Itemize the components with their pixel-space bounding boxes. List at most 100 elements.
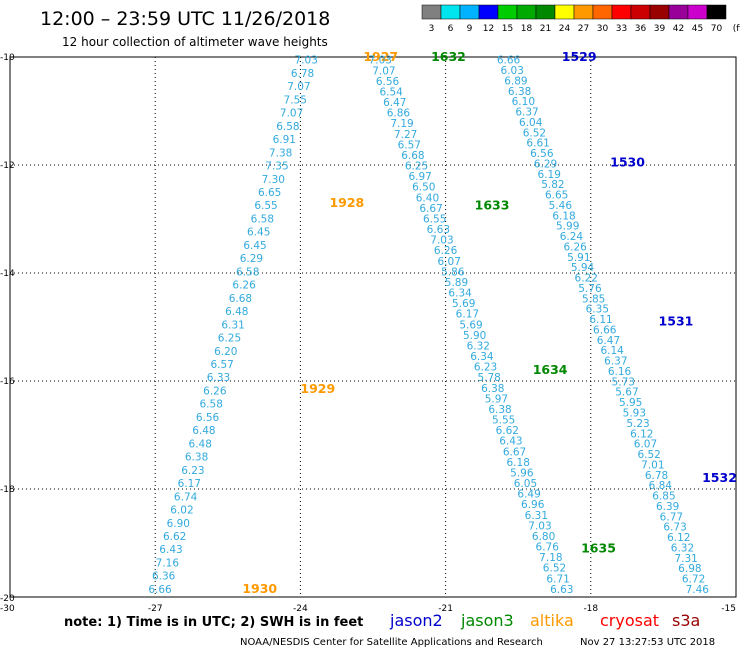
swh-value: 5.90 [463,330,486,342]
swh-value: 6.18 [507,457,530,469]
legend-jason3: jason3 [460,611,514,630]
colorbar-swatch [592,4,613,20]
x-tick-label: -18 [583,604,598,614]
swh-value: 6.32 [467,340,490,352]
swh-value: 6.07 [438,256,461,268]
colorbar-swatch [706,4,727,20]
swh-value: 6.58 [276,121,299,133]
y-tick-label: -12 [0,161,15,171]
swh-value: 7.07 [372,65,395,77]
swh-value: 7.46 [686,584,710,596]
swh-value: 6.80 [532,531,555,543]
colorbar-swatch [497,4,518,20]
swh-value: 5.93 [623,408,646,420]
colorbar-swatch [611,4,632,20]
swh-value: 6.62 [163,531,186,543]
swh-value: 6.48 [192,425,215,437]
swh-value: 6.43 [159,544,182,556]
swh-value: 7.55 [284,94,307,106]
swh-value: 6.17 [456,309,479,321]
pass-time-label: 1529 [562,49,597,64]
colorbar-label: (ft) [733,24,740,34]
swh-value: 6.32 [671,542,694,554]
swh-value: 6.86 [387,108,411,120]
chart-subtitle: 12 hour collection of altimeter wave hei… [62,35,328,49]
swh-value: 7.01 [641,459,664,471]
swh-value: 6.47 [597,335,620,347]
swh-value: 6.68 [401,150,424,162]
swh-value: 6.12 [630,428,653,440]
pass-time-label: 1532 [702,470,737,485]
swh-value: 5.86 [441,266,465,278]
colorbar-swatch [573,4,594,20]
swh-value: 6.33 [207,372,230,384]
y-tick-label: -18 [0,485,15,495]
swh-value: 5.55 [492,415,515,427]
swh-value: 6.38 [488,404,511,416]
swh-value: 7.03 [430,235,453,247]
legend-jason2: jason2 [389,611,443,630]
colorbar-swatch [630,4,651,20]
swh-value: 6.78 [291,68,314,80]
swh-value: 5.76 [578,283,602,295]
swh-value: 6.49 [517,489,540,501]
swh-value: 7.31 [674,553,697,565]
swh-value: 6.57 [398,139,421,151]
swh-value: 6.98 [678,563,701,575]
swh-value: 6.39 [656,501,679,513]
swh-value: 5.94 [571,262,595,274]
swh-value: 5.78 [477,372,500,384]
altimeter-passes: 7.036.787.077.557.076.586.917.387.357.30… [148,49,737,596]
swh-value: 6.02 [170,505,193,517]
y-tick-label: -14 [0,269,15,279]
pass-time-label: 1927 [363,49,398,64]
swh-value: 6.54 [379,86,403,98]
swh-value: 6.52 [523,127,546,139]
swh-value: 6.48 [189,438,212,450]
swh-value: 6.62 [496,425,519,437]
swh-value: 6.66 [497,55,521,67]
units-note: note: 1) Time is in UTC; 2) SWH is in fe… [64,615,363,630]
swh-value: 6.63 [427,224,450,236]
y-tick-label: -10 [0,53,15,63]
swh-value: 6.25 [405,161,428,173]
swh-value: 6.68 [229,293,252,305]
colorbar-swatch [440,4,461,20]
colorbar-swatch [535,4,556,20]
swh-value: 6.23 [474,362,497,374]
colorbar-swatch [687,4,708,20]
colorbar-label: 70 [711,24,723,34]
swh-value: 6.65 [545,190,568,202]
colorbar-swatch [516,4,537,20]
swh-value: 6.55 [254,200,277,212]
swh-value: 6.48 [225,306,248,318]
swh-value: 6.38 [481,383,504,395]
swh-value: 6.14 [600,345,624,357]
swh-value: 6.84 [649,480,673,492]
colorbar-label: 30 [597,24,609,34]
swh-value: 6.55 [423,213,446,225]
colorbar-label: 18 [521,24,533,34]
swh-value: 6.26 [203,385,227,397]
swh-value: 6.35 [586,304,609,316]
colorbar-label: 9 [467,24,473,34]
swh-value: 6.18 [552,210,575,222]
swh-value: 6.85 [652,491,675,503]
pass-time-label: 1632 [431,49,466,64]
colorbar-label: 6 [448,24,454,34]
swh-value: 6.10 [512,96,535,108]
axis-tick-labels: -30 -27 -24 -21 -18 -15 -10 -12 -14 -16 -18 -20 [0,53,736,614]
swh-value: 6.76 [536,542,560,554]
swh-value: 6.45 [247,227,270,239]
legend-cryosat: cryosat [600,611,659,630]
swh-value: 6.25 [218,333,241,345]
swh-value: 5.97 [485,393,508,405]
colorbar-swatch [649,4,670,20]
swh-value: 6.36 [152,571,176,583]
footer-timestamp: Nov 27 13:27:53 UTC 2018 [580,637,715,648]
swh-value: 6.57 [210,359,233,371]
x-tick-label: -27 [148,604,163,614]
swh-value: 5.82 [541,179,564,191]
